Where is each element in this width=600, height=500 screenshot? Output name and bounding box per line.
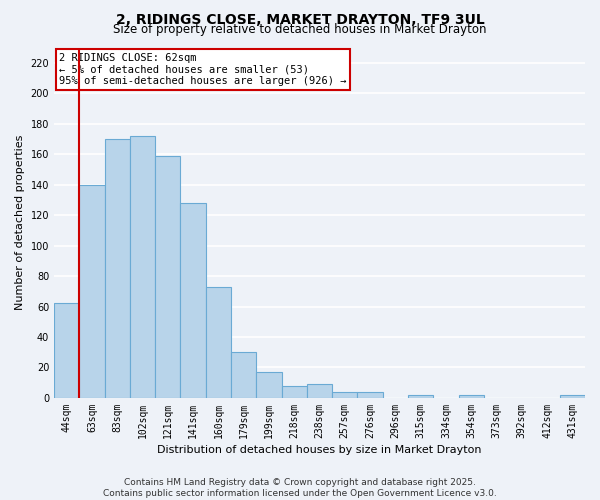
- Bar: [104, 139, 130, 398]
- X-axis label: Distribution of detached houses by size in Market Drayton: Distribution of detached houses by size …: [157, 445, 482, 455]
- Bar: [358, 392, 383, 398]
- Bar: [181, 203, 206, 398]
- Bar: [130, 136, 155, 398]
- Bar: [54, 304, 79, 398]
- Bar: [206, 286, 231, 398]
- Text: Contains HM Land Registry data © Crown copyright and database right 2025.
Contai: Contains HM Land Registry data © Crown c…: [103, 478, 497, 498]
- Text: 2 RIDINGS CLOSE: 62sqm
← 5% of detached houses are smaller (53)
95% of semi-deta: 2 RIDINGS CLOSE: 62sqm ← 5% of detached …: [59, 53, 347, 86]
- Bar: [256, 372, 281, 398]
- Bar: [332, 392, 358, 398]
- Text: 2, RIDINGS CLOSE, MARKET DRAYTON, TF9 3UL: 2, RIDINGS CLOSE, MARKET DRAYTON, TF9 3U…: [116, 12, 484, 26]
- Bar: [307, 384, 332, 398]
- Y-axis label: Number of detached properties: Number of detached properties: [15, 135, 25, 310]
- Bar: [560, 395, 585, 398]
- Text: Size of property relative to detached houses in Market Drayton: Size of property relative to detached ho…: [113, 22, 487, 36]
- Bar: [79, 184, 104, 398]
- Bar: [281, 386, 307, 398]
- Bar: [408, 395, 433, 398]
- Bar: [458, 395, 484, 398]
- Bar: [155, 156, 181, 398]
- Bar: [231, 352, 256, 398]
